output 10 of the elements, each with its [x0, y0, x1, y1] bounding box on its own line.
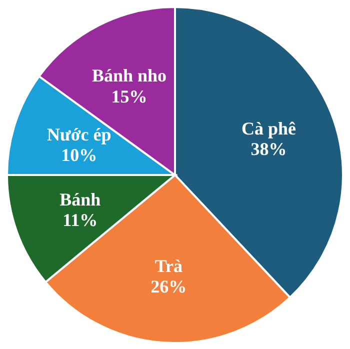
slice-label: Trà — [154, 256, 183, 276]
slice-label: Bánh — [60, 190, 101, 210]
data-label: 11% — [62, 210, 98, 230]
data-label: 38% — [250, 138, 287, 159]
data-label: 15% — [111, 86, 148, 106]
slice-label: Nước ép — [47, 124, 112, 144]
data-label: 10% — [61, 144, 98, 165]
slice-label: Cà phê — [241, 118, 296, 138]
slice-label: Bánh nho — [92, 66, 167, 86]
data-label: 26% — [150, 276, 187, 297]
